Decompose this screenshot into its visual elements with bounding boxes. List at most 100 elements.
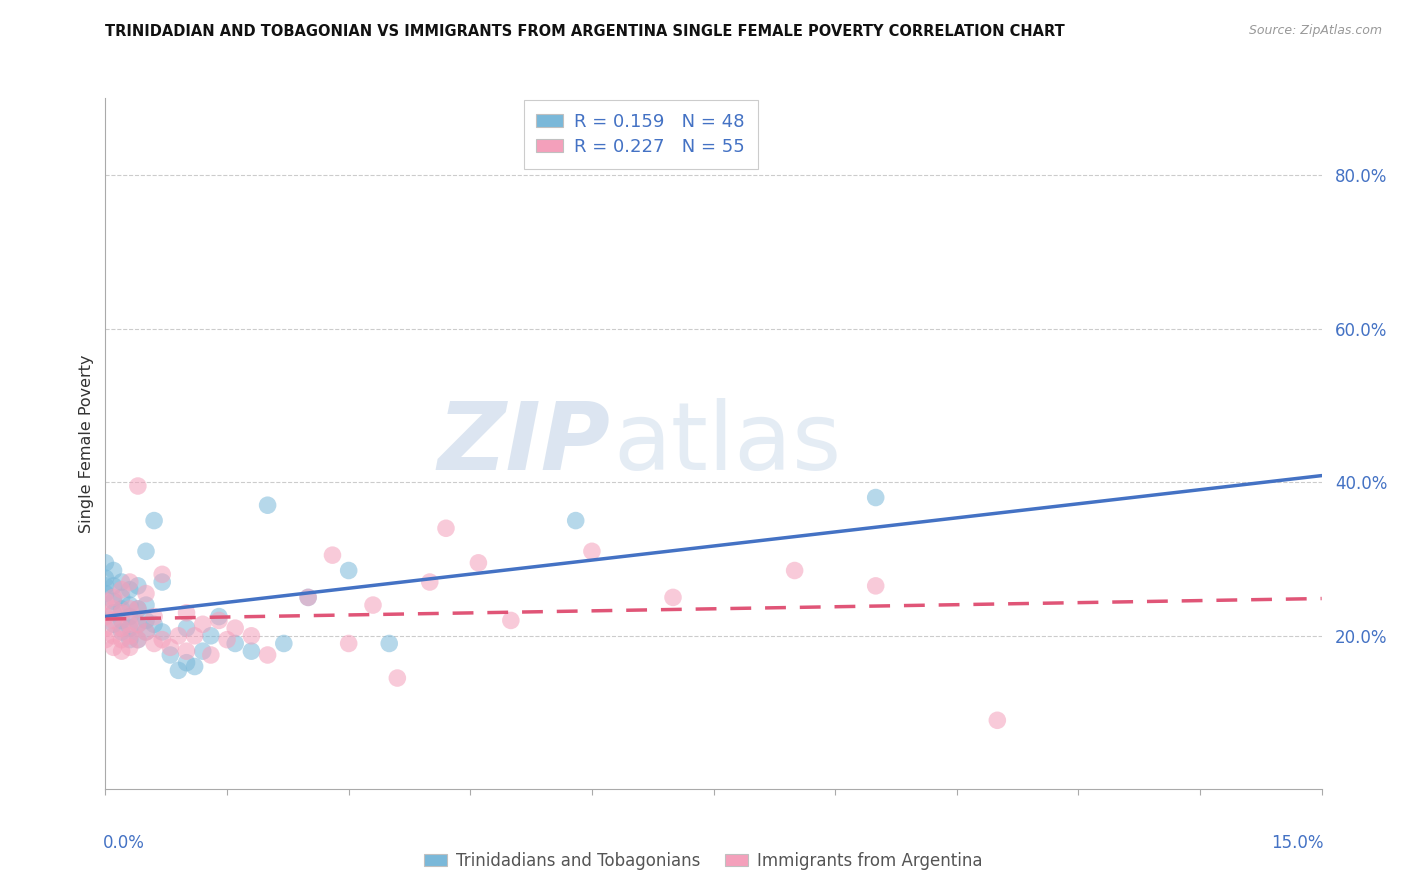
Point (143, 636, 166, 650)
Point (118, 632, 141, 647)
Point (159, 640, 181, 655)
Y-axis label: Single Female Poverty: Single Female Poverty (79, 354, 94, 533)
Point (94, 556, 117, 570)
Point (321, 548, 343, 562)
Point (378, 636, 401, 650)
Point (159, 648, 181, 662)
Point (111, 591, 134, 605)
Point (135, 586, 157, 600)
Point (434, 521, 457, 535)
Point (176, 606, 198, 620)
Point (224, 636, 246, 650)
Point (135, 624, 157, 639)
Point (103, 640, 125, 655)
Point (118, 602, 141, 616)
Point (361, 598, 384, 612)
Point (118, 609, 141, 624)
Point (176, 656, 198, 670)
Point (240, 629, 263, 643)
Point (143, 609, 166, 624)
Point (191, 644, 214, 658)
Point (127, 632, 149, 647)
Point (499, 614, 522, 628)
Point (208, 609, 231, 624)
Point (217, 632, 239, 647)
Point (783, 564, 806, 578)
Point (127, 617, 149, 632)
Legend: R = 0.159   N = 48, R = 0.227   N = 55: R = 0.159 N = 48, R = 0.227 N = 55 (523, 100, 758, 169)
Legend: Trinidadians and Tobagonians, Immigrants from Argentina: Trinidadians and Tobagonians, Immigrants… (418, 846, 988, 877)
Point (387, 671, 409, 685)
Point (103, 602, 125, 616)
Point (240, 644, 263, 658)
Point (127, 617, 149, 632)
Point (200, 629, 222, 643)
Point (337, 564, 360, 578)
Point (103, 614, 125, 628)
Point (256, 648, 278, 662)
Point (581, 544, 603, 558)
Point (176, 621, 198, 635)
Point (127, 579, 149, 593)
Point (103, 606, 125, 620)
Point (865, 579, 887, 593)
Point (273, 636, 295, 650)
Text: 0.0%: 0.0% (103, 834, 145, 853)
Point (200, 648, 222, 662)
Point (103, 617, 125, 632)
Point (111, 606, 134, 620)
Point (183, 659, 205, 673)
Point (143, 617, 166, 632)
Point (118, 640, 141, 655)
Point (150, 575, 173, 590)
Text: ZIP: ZIP (437, 398, 610, 490)
Point (103, 594, 125, 608)
Point (111, 624, 134, 639)
Point (467, 556, 489, 570)
Point (191, 617, 214, 632)
Point (208, 614, 231, 628)
Point (111, 582, 134, 597)
Point (118, 575, 141, 590)
Point (111, 575, 134, 590)
Point (94, 594, 117, 608)
Point (224, 621, 246, 635)
Point (111, 644, 134, 658)
Text: Source: ZipAtlas.com: Source: ZipAtlas.com (1249, 24, 1382, 37)
Point (103, 629, 125, 643)
Point (118, 617, 141, 632)
Point (564, 514, 586, 528)
Point (111, 602, 134, 616)
Point (167, 664, 190, 678)
Point (127, 602, 149, 616)
Point (103, 564, 125, 578)
Point (118, 598, 141, 612)
Point (662, 591, 685, 605)
Point (419, 575, 441, 590)
Point (135, 598, 157, 612)
Point (94, 586, 117, 600)
Point (127, 632, 149, 647)
Point (183, 629, 205, 643)
Point (94, 609, 117, 624)
Point (143, 514, 166, 528)
Point (127, 602, 149, 616)
Point (297, 591, 319, 605)
Point (176, 644, 198, 658)
Point (150, 567, 173, 582)
Point (135, 624, 157, 639)
Point (103, 591, 125, 605)
Text: 15.0%: 15.0% (1271, 834, 1324, 853)
Point (118, 582, 141, 597)
Point (127, 479, 149, 493)
Point (111, 632, 134, 647)
Point (150, 632, 173, 647)
Point (94, 579, 117, 593)
Text: TRINIDADIAN AND TOBAGONIAN VS IMMIGRANTS FROM ARGENTINA SINGLE FEMALE POVERTY CO: TRINIDADIAN AND TOBAGONIAN VS IMMIGRANTS… (105, 24, 1066, 39)
Point (256, 498, 278, 512)
Point (865, 491, 887, 505)
Point (337, 636, 360, 650)
Point (103, 579, 125, 593)
Point (150, 624, 173, 639)
Point (118, 629, 141, 643)
